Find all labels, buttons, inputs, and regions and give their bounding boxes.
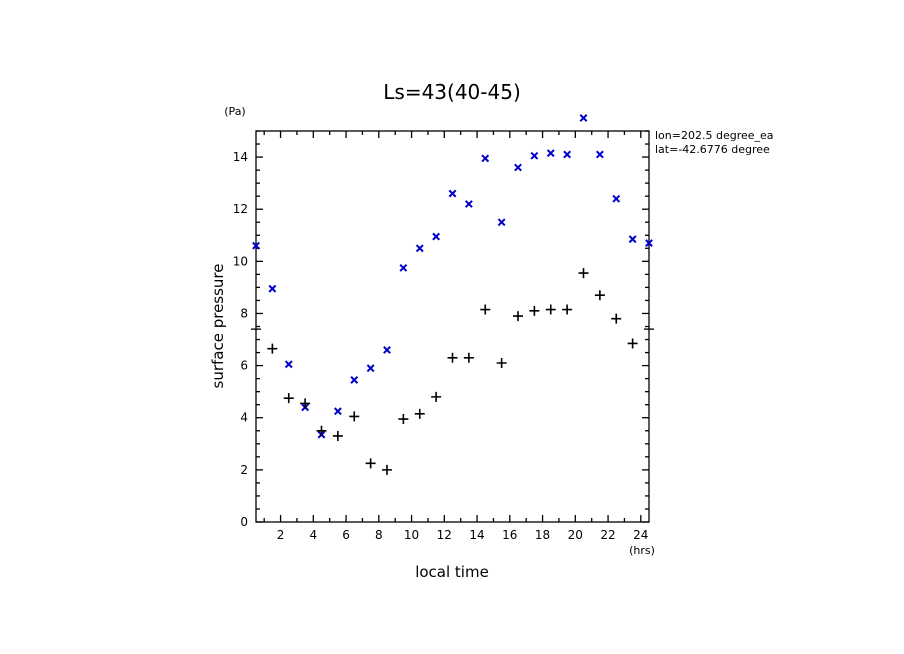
x-marker-point	[399, 263, 408, 272]
x-marker-point	[514, 163, 522, 172]
plus-marker-point	[267, 343, 278, 354]
plus-marker-point	[496, 357, 507, 368]
x-marker-point	[546, 149, 555, 158]
x-tick-label: 16	[502, 528, 517, 542]
x-tick-label: 10	[404, 528, 419, 542]
x-marker-point	[595, 150, 604, 159]
plus-marker-point	[513, 311, 523, 322]
x-tick-label: 20	[568, 528, 583, 542]
chart-title: Ls=43(40-45)	[383, 80, 521, 104]
plus-marker-point	[332, 430, 343, 441]
y-tick-label: 4	[240, 411, 248, 425]
x-axis-label: local time	[415, 563, 489, 581]
plus-marker-point	[594, 290, 605, 301]
x-tick-label: 18	[535, 528, 550, 542]
plus-marker-point	[283, 393, 294, 404]
x-marker-point	[448, 189, 457, 198]
x-marker-point	[284, 360, 293, 369]
plus-marker-point	[627, 338, 638, 349]
plus-marker-point	[300, 398, 311, 409]
plus-marker-point	[545, 304, 556, 315]
x-tick-label: 8	[375, 528, 383, 542]
series-2	[267, 268, 638, 475]
x-marker-point	[645, 239, 653, 247]
x-marker-point	[383, 346, 391, 354]
x-unit-label: (hrs)	[629, 544, 655, 557]
plus-marker-point	[349, 411, 360, 422]
y-tick-label: 0	[240, 515, 248, 529]
series-1	[252, 114, 653, 439]
x-marker-point	[579, 114, 588, 122]
data-points	[252, 114, 653, 475]
plus-marker-point	[611, 313, 622, 324]
x-marker-point	[252, 241, 260, 250]
x-marker-point	[366, 364, 375, 373]
plot-axes	[251, 130, 654, 523]
plus-marker-point	[562, 304, 573, 315]
y-tick-label: 8	[240, 306, 248, 320]
plus-marker-point	[382, 464, 392, 475]
y-axis-label: surface pressure	[209, 264, 227, 389]
x-tick-label: 4	[309, 528, 317, 542]
plus-marker-point	[529, 305, 540, 316]
x-tick-label: 2	[277, 528, 285, 542]
x-tick-label: 12	[437, 528, 452, 542]
annotation-lat: lat=-42.6776 degree	[655, 143, 770, 156]
x-tick-label: 6	[342, 528, 350, 542]
plus-marker-point	[447, 352, 458, 363]
x-marker-point	[612, 194, 621, 203]
x-marker-point	[497, 218, 506, 227]
x-tick-label: 14	[469, 528, 484, 542]
x-marker-point	[628, 235, 637, 244]
y-tick-label: 12	[233, 202, 248, 216]
x-marker-point	[415, 244, 424, 253]
y-tick-label: 14	[233, 150, 248, 164]
plus-marker-point	[316, 425, 327, 436]
plus-marker-point	[398, 414, 409, 425]
x-marker-point	[464, 200, 473, 208]
x-marker-point	[563, 150, 572, 159]
annotation-lon: lon=202.5 degree_ea	[655, 129, 774, 142]
plus-marker-point	[431, 391, 442, 402]
x-tick-label: 22	[600, 528, 615, 542]
y-tick-label: 10	[233, 254, 248, 268]
y-tick-label: 6	[240, 359, 248, 373]
plus-marker-point	[414, 408, 425, 419]
x-marker-point	[481, 154, 490, 163]
x-marker-point	[432, 232, 441, 241]
x-marker-point	[350, 376, 359, 384]
x-marker-point	[530, 151, 539, 160]
x-marker-point	[333, 407, 342, 416]
plus-marker-point	[480, 304, 491, 315]
plot-frame	[255, 130, 650, 523]
plus-marker-point	[578, 268, 589, 279]
y-unit-label: (Pa)	[224, 105, 245, 118]
x-marker-point	[268, 284, 277, 293]
x-tick-label: 24	[633, 528, 648, 542]
y-tick-label: 2	[240, 463, 248, 477]
plus-marker-point	[365, 458, 376, 469]
plus-marker-point	[463, 352, 474, 363]
